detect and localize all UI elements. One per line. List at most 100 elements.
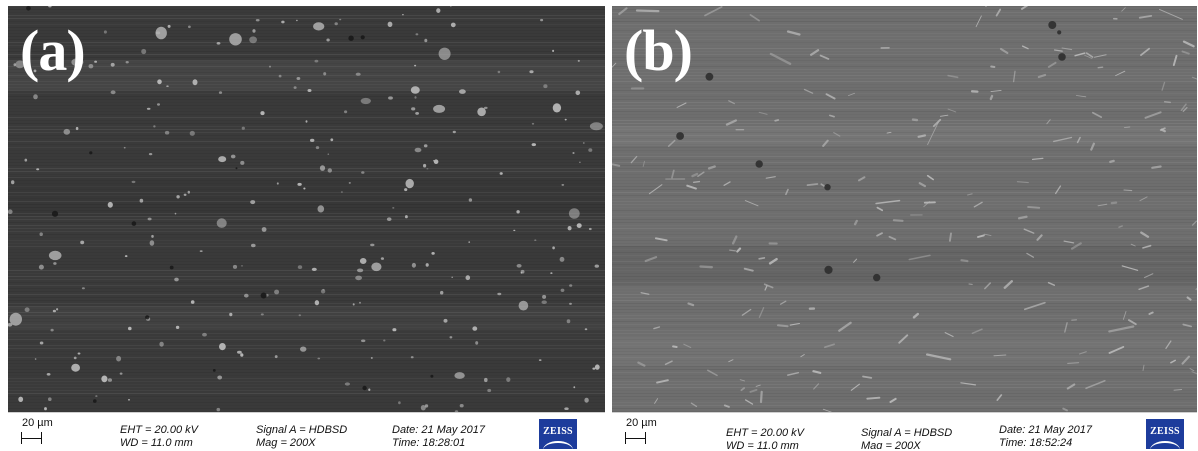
particle: [541, 300, 547, 305]
particle: [241, 126, 245, 130]
panel-letter-a: (a): [20, 18, 86, 83]
particle: [218, 156, 227, 163]
needle-phase: [1148, 311, 1154, 315]
scan-line: [8, 39, 605, 40]
scan-line: [8, 159, 605, 160]
pore: [1058, 53, 1066, 61]
needle-phase: [1140, 47, 1150, 56]
needle-phase: [892, 219, 904, 222]
scan-line: [612, 168, 1197, 169]
scan-line: [612, 291, 1197, 292]
needle-phase: [759, 390, 763, 404]
scan-line: [8, 240, 605, 241]
particle: [50, 328, 54, 332]
particle: [327, 153, 330, 155]
needle-phase: [1075, 95, 1087, 98]
particle: [475, 341, 479, 345]
scan-line: [8, 33, 605, 34]
particle: [520, 271, 523, 274]
scan-line: [8, 6, 605, 7]
particle: [566, 319, 571, 324]
pore: [348, 35, 354, 41]
scan-line: [612, 282, 1197, 283]
scan-line: [8, 36, 605, 37]
needle-phase: [637, 361, 646, 367]
particle: [124, 255, 128, 258]
scan-line: [612, 213, 1197, 214]
scan-band: [612, 126, 1197, 146]
particle: [218, 91, 223, 94]
sem-panel-b: (b) 20 µm EHT = 20.00 kV WD = 11.0 mm Si…: [612, 6, 1197, 449]
scan-line: [8, 60, 605, 61]
scan-line: [612, 357, 1197, 358]
scale-bar-tick-right-b: [645, 432, 646, 444]
needle-phase: [822, 139, 829, 147]
needle-phase: [1122, 311, 1127, 320]
needle-phase: [829, 114, 835, 118]
needle-phase: [1121, 7, 1126, 12]
scan-line: [612, 318, 1197, 319]
scan-line: [8, 270, 605, 271]
needle-phase: [699, 265, 713, 269]
particle: [157, 103, 160, 106]
particle: [110, 62, 115, 67]
particle: [359, 258, 367, 264]
particle: [579, 161, 581, 163]
scan-line: [8, 381, 605, 382]
particle: [103, 30, 107, 34]
scan-line: [612, 303, 1197, 304]
needle-phase: [1026, 252, 1034, 258]
particle: [241, 265, 243, 267]
scan-line: [8, 249, 605, 250]
particle: [293, 86, 297, 89]
particle: [260, 313, 264, 316]
scan-line: [612, 312, 1197, 313]
eht-value-b: EHT = 20.00 kV: [726, 427, 804, 439]
scan-line: [8, 27, 605, 28]
needle-phase: [728, 359, 734, 363]
pore: [131, 221, 137, 226]
particle: [348, 182, 351, 184]
scan-line: [8, 102, 605, 103]
scan-line: [8, 96, 605, 97]
particle: [53, 262, 57, 265]
scan-line: [8, 30, 605, 31]
particle: [24, 307, 30, 313]
needle-phase: [736, 247, 742, 253]
scan-line: [612, 324, 1197, 325]
needle-phase: [785, 188, 789, 196]
particle: [176, 195, 180, 199]
particle: [423, 144, 428, 148]
needle-phase: [741, 308, 752, 316]
needle-phase: [1127, 319, 1137, 326]
needle-phase: [691, 172, 699, 178]
particle: [153, 125, 156, 128]
needle-phase: [744, 399, 754, 405]
particle: [188, 25, 191, 29]
date-value-a: Date: 21 May 2017: [392, 424, 485, 436]
scan-line: [8, 396, 605, 397]
needle-phase: [723, 404, 730, 408]
needle-phase: [1181, 355, 1190, 365]
scan-line: [612, 162, 1197, 163]
particle: [326, 38, 330, 42]
scan-line: [8, 54, 605, 55]
needle-phase: [858, 176, 866, 182]
needle-phase: [993, 354, 1007, 357]
scan-line: [612, 408, 1197, 409]
needle-phase: [850, 383, 860, 391]
particle: [415, 112, 419, 115]
needle-phase: [908, 254, 931, 261]
particle: [73, 74, 77, 78]
needle-phase: [630, 155, 638, 164]
scan-line: [8, 345, 605, 346]
particle: [128, 326, 132, 331]
needle-phase: [876, 232, 883, 237]
particle: [244, 293, 249, 298]
scan-line: [8, 312, 605, 313]
needle-phase: [1076, 136, 1081, 144]
needle-phase: [743, 267, 754, 272]
scan-line: [612, 114, 1197, 115]
particle: [339, 18, 342, 21]
pore: [235, 167, 238, 170]
